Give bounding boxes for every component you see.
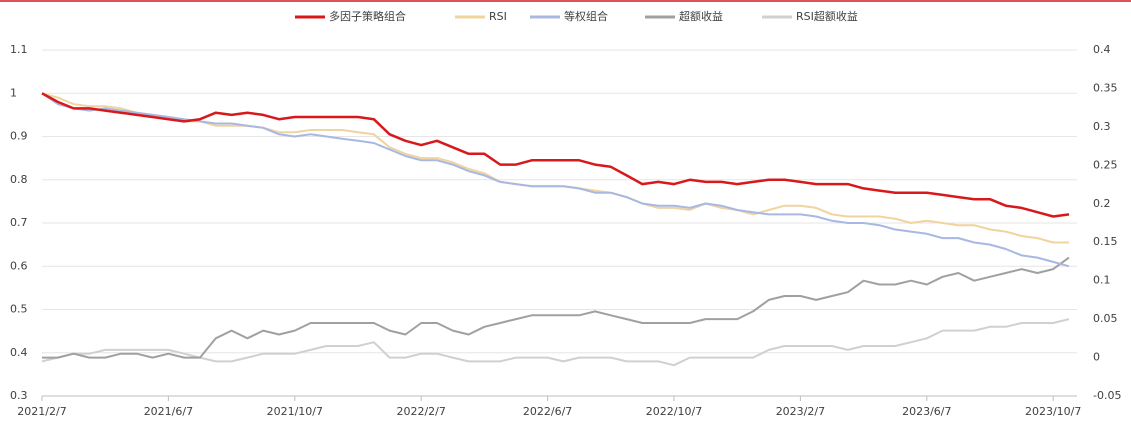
x-tick-label: 2022/10/7 bbox=[646, 405, 702, 418]
y2-tick-label: 0.3 bbox=[1093, 120, 1111, 133]
x-tick-label: 2022/2/7 bbox=[396, 405, 445, 418]
legend-label: RSI超额收益 bbox=[796, 9, 858, 23]
y-tick-label: 0.3 bbox=[10, 389, 28, 402]
y2-tick-label: -0.05 bbox=[1093, 389, 1121, 402]
legend-label: 等权组合 bbox=[564, 9, 608, 23]
x-tick-label: 2021/10/7 bbox=[267, 405, 323, 418]
x-tick-label: 2022/6/7 bbox=[523, 405, 572, 418]
y-tick-label: 0.5 bbox=[10, 303, 28, 316]
series-line bbox=[41, 318, 1070, 367]
y2-tick-label: 0.4 bbox=[1093, 43, 1111, 56]
series-line bbox=[42, 256, 1070, 359]
y-tick-label: 1 bbox=[10, 86, 17, 99]
y2-tick-label: 0.1 bbox=[1093, 274, 1111, 287]
y2-tick-label: 0.35 bbox=[1093, 81, 1118, 94]
x-tick-label: 2021/6/7 bbox=[144, 405, 193, 418]
y-tick-label: 0.9 bbox=[10, 130, 28, 143]
y-tick-label: 0.8 bbox=[10, 173, 28, 186]
legend-label: 超额收益 bbox=[679, 9, 723, 23]
y2-tick-label: 0.25 bbox=[1093, 158, 1118, 171]
y-tick-label: 1.1 bbox=[10, 43, 28, 56]
legend-label: 多因子策略组合 bbox=[329, 9, 406, 23]
x-tick-label: 2023/2/7 bbox=[776, 405, 825, 418]
legend-label: RSI bbox=[489, 10, 507, 23]
y-tick-label: 0.4 bbox=[10, 346, 28, 359]
x-tick-label: 2021/2/7 bbox=[17, 405, 66, 418]
series-line bbox=[41, 92, 1069, 244]
y2-tick-label: 0.2 bbox=[1093, 197, 1111, 210]
y2-tick-label: 0.15 bbox=[1093, 235, 1118, 248]
series-line bbox=[41, 92, 1070, 268]
y2-tick-label: 0 bbox=[1093, 351, 1100, 364]
y-tick-label: 0.6 bbox=[10, 259, 28, 272]
x-tick-label: 2023/6/7 bbox=[902, 405, 951, 418]
y2-tick-label: 0.05 bbox=[1093, 312, 1118, 325]
series-line bbox=[41, 92, 1070, 218]
x-tick-label: 2023/10/7 bbox=[1025, 405, 1081, 418]
y-tick-label: 0.7 bbox=[10, 216, 28, 229]
